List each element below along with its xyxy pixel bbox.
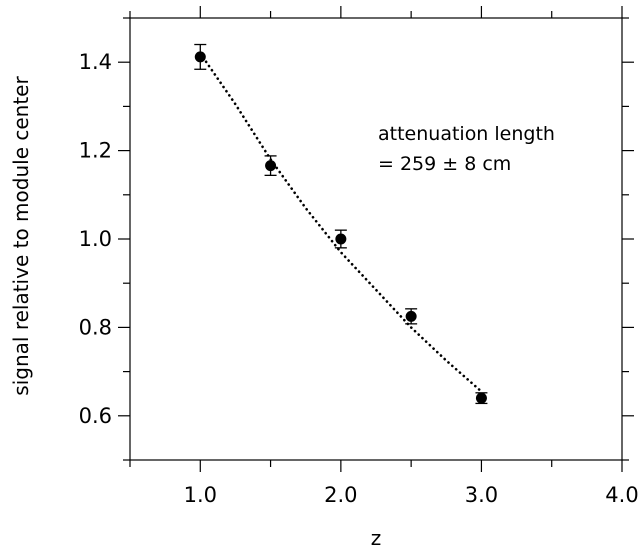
fit-line-layer: [199, 52, 483, 393]
data-point: [405, 310, 417, 322]
ticks: [118, 6, 634, 472]
data-point: [194, 51, 206, 63]
x-axis-title: z: [371, 526, 382, 550]
y-tick-label: 1.2: [79, 139, 112, 163]
annotation-line-1: attenuation length: [378, 123, 555, 145]
data-points-layer: [194, 43, 488, 405]
y-tick-label: 0.6: [79, 404, 112, 428]
data-point: [265, 160, 277, 172]
tick-labels: 1.0 2.0 3.0 4.0 0.6 0.8 1.0 1.2 1.4: [79, 50, 639, 507]
x-tick-label: 2.0: [324, 483, 357, 507]
y-tick-label: 1.4: [79, 50, 112, 74]
data-point: [475, 392, 487, 404]
fit-line: [199, 52, 483, 393]
x-tick-label: 3.0: [465, 483, 498, 507]
data-point: [335, 233, 347, 245]
y-axis-title: signal relative to module center: [9, 76, 33, 396]
y-tick-label: 1.0: [79, 227, 112, 251]
y-tick-label: 0.8: [79, 315, 112, 339]
x-tick-label: 1.0: [184, 483, 217, 507]
annotation-line-2: = 259 ± 8 cm: [378, 153, 511, 175]
x-tick-label: 4.0: [605, 483, 638, 507]
plot-frame: [129, 17, 623, 461]
